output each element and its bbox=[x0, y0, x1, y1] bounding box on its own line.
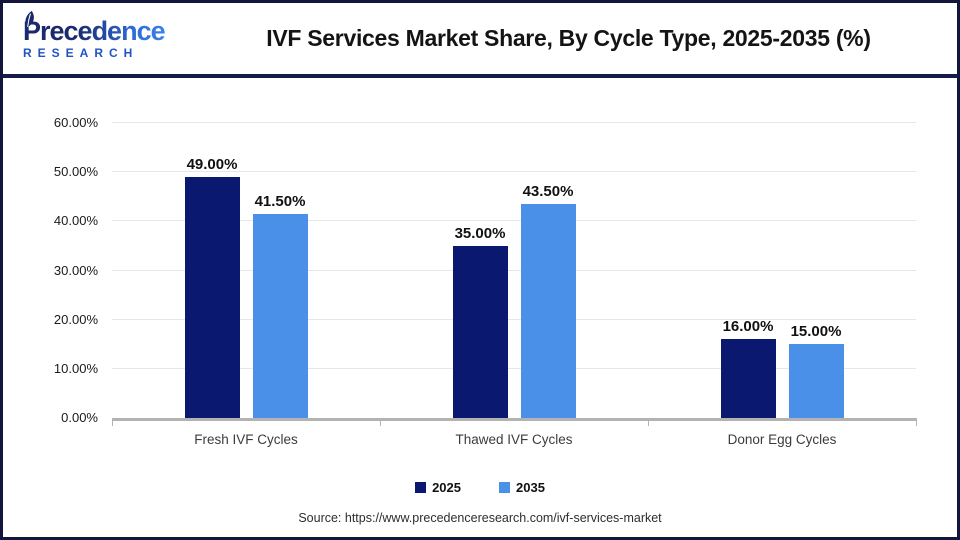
brand-name: Precedence bbox=[23, 16, 166, 46]
bar-2035: 41.50% bbox=[252, 193, 308, 418]
bar-2025: 35.00% bbox=[452, 225, 508, 418]
category-label: Thawed IVF Cycles bbox=[455, 432, 573, 447]
y-axis-label: 50.00% bbox=[53, 164, 98, 180]
legend-item: 2025 bbox=[415, 480, 461, 495]
bar-group: 35.00% 43.50% bbox=[380, 123, 648, 418]
y-axis-label: 30.00% bbox=[53, 262, 98, 278]
brand-logo: Precedence RESEARCH bbox=[23, 10, 188, 60]
legend: 2025 2035 bbox=[3, 480, 957, 495]
plot-area: 0.00% 10.00% 20.00% 30.00% 40.00% 50.00% 60.00… bbox=[54, 115, 917, 426]
bar-group: 16.00% 15.00% bbox=[648, 123, 916, 418]
y-axis-label: 20.00% bbox=[53, 311, 98, 327]
bar-value-label: 15.00% bbox=[790, 323, 842, 341]
legend-label: 2035 bbox=[516, 480, 545, 495]
axis-tick bbox=[112, 418, 113, 426]
category-label: Donor Egg Cycles bbox=[727, 432, 837, 447]
bar-value-label: 43.50% bbox=[522, 183, 574, 201]
axis-tick bbox=[647, 418, 649, 426]
bar-2035: 43.50% bbox=[520, 183, 576, 418]
legend-swatch bbox=[499, 482, 510, 493]
category-label: Fresh IVF Cycles bbox=[194, 432, 298, 447]
chart-title: IVF Services Market Share, By Cycle Type… bbox=[266, 25, 871, 51]
gridline bbox=[112, 318, 916, 320]
bar-2025: 16.00% bbox=[720, 318, 776, 418]
bar-value-label: 49.00% bbox=[186, 156, 238, 174]
y-axis-label: 10.00% bbox=[53, 360, 98, 376]
legend-label: 2025 bbox=[432, 480, 461, 495]
gridline bbox=[112, 367, 916, 369]
y-axis-label: 40.00% bbox=[53, 213, 98, 229]
axis-tick bbox=[916, 418, 917, 426]
gridline bbox=[112, 171, 916, 173]
bar-group: 49.00% 41.50% bbox=[112, 123, 380, 418]
axis-tick bbox=[379, 418, 381, 426]
legend-swatch bbox=[415, 482, 427, 493]
category-axis: Fresh IVF Cycles Thawed IVF Cycles Donor E… bbox=[112, 432, 916, 447]
gridline bbox=[112, 122, 916, 123]
bar-2025: 49.00% bbox=[184, 156, 240, 418]
bar-value-label: 35.00% bbox=[454, 224, 506, 242]
bar-value-label: 16.00% bbox=[722, 318, 774, 336]
bar-2035: 15.00% bbox=[788, 323, 844, 418]
bar-value-label: 41.50% bbox=[254, 192, 306, 210]
gridline bbox=[112, 269, 916, 271]
header: Precedence RESEARCH IVF Services Market … bbox=[3, 3, 957, 78]
source-note: Source: https://www.precedenceresearch.c… bbox=[298, 511, 662, 525]
bar-groups: 49.00% 41.50% 35.00% 43.50% 16.00% 15.00% bbox=[112, 123, 916, 418]
legend-item: 2035 bbox=[499, 480, 545, 495]
gridline bbox=[112, 220, 916, 222]
y-axis-label: 60.00% bbox=[53, 115, 98, 130]
leaf-icon bbox=[25, 10, 34, 28]
brand-subtitle: RESEARCH bbox=[23, 46, 139, 60]
chart-area: 0.00% 10.00% 20.00% 30.00% 40.00% 50.00% 60.00… bbox=[3, 82, 957, 537]
y-axis-label: 0.00% bbox=[61, 410, 98, 425]
